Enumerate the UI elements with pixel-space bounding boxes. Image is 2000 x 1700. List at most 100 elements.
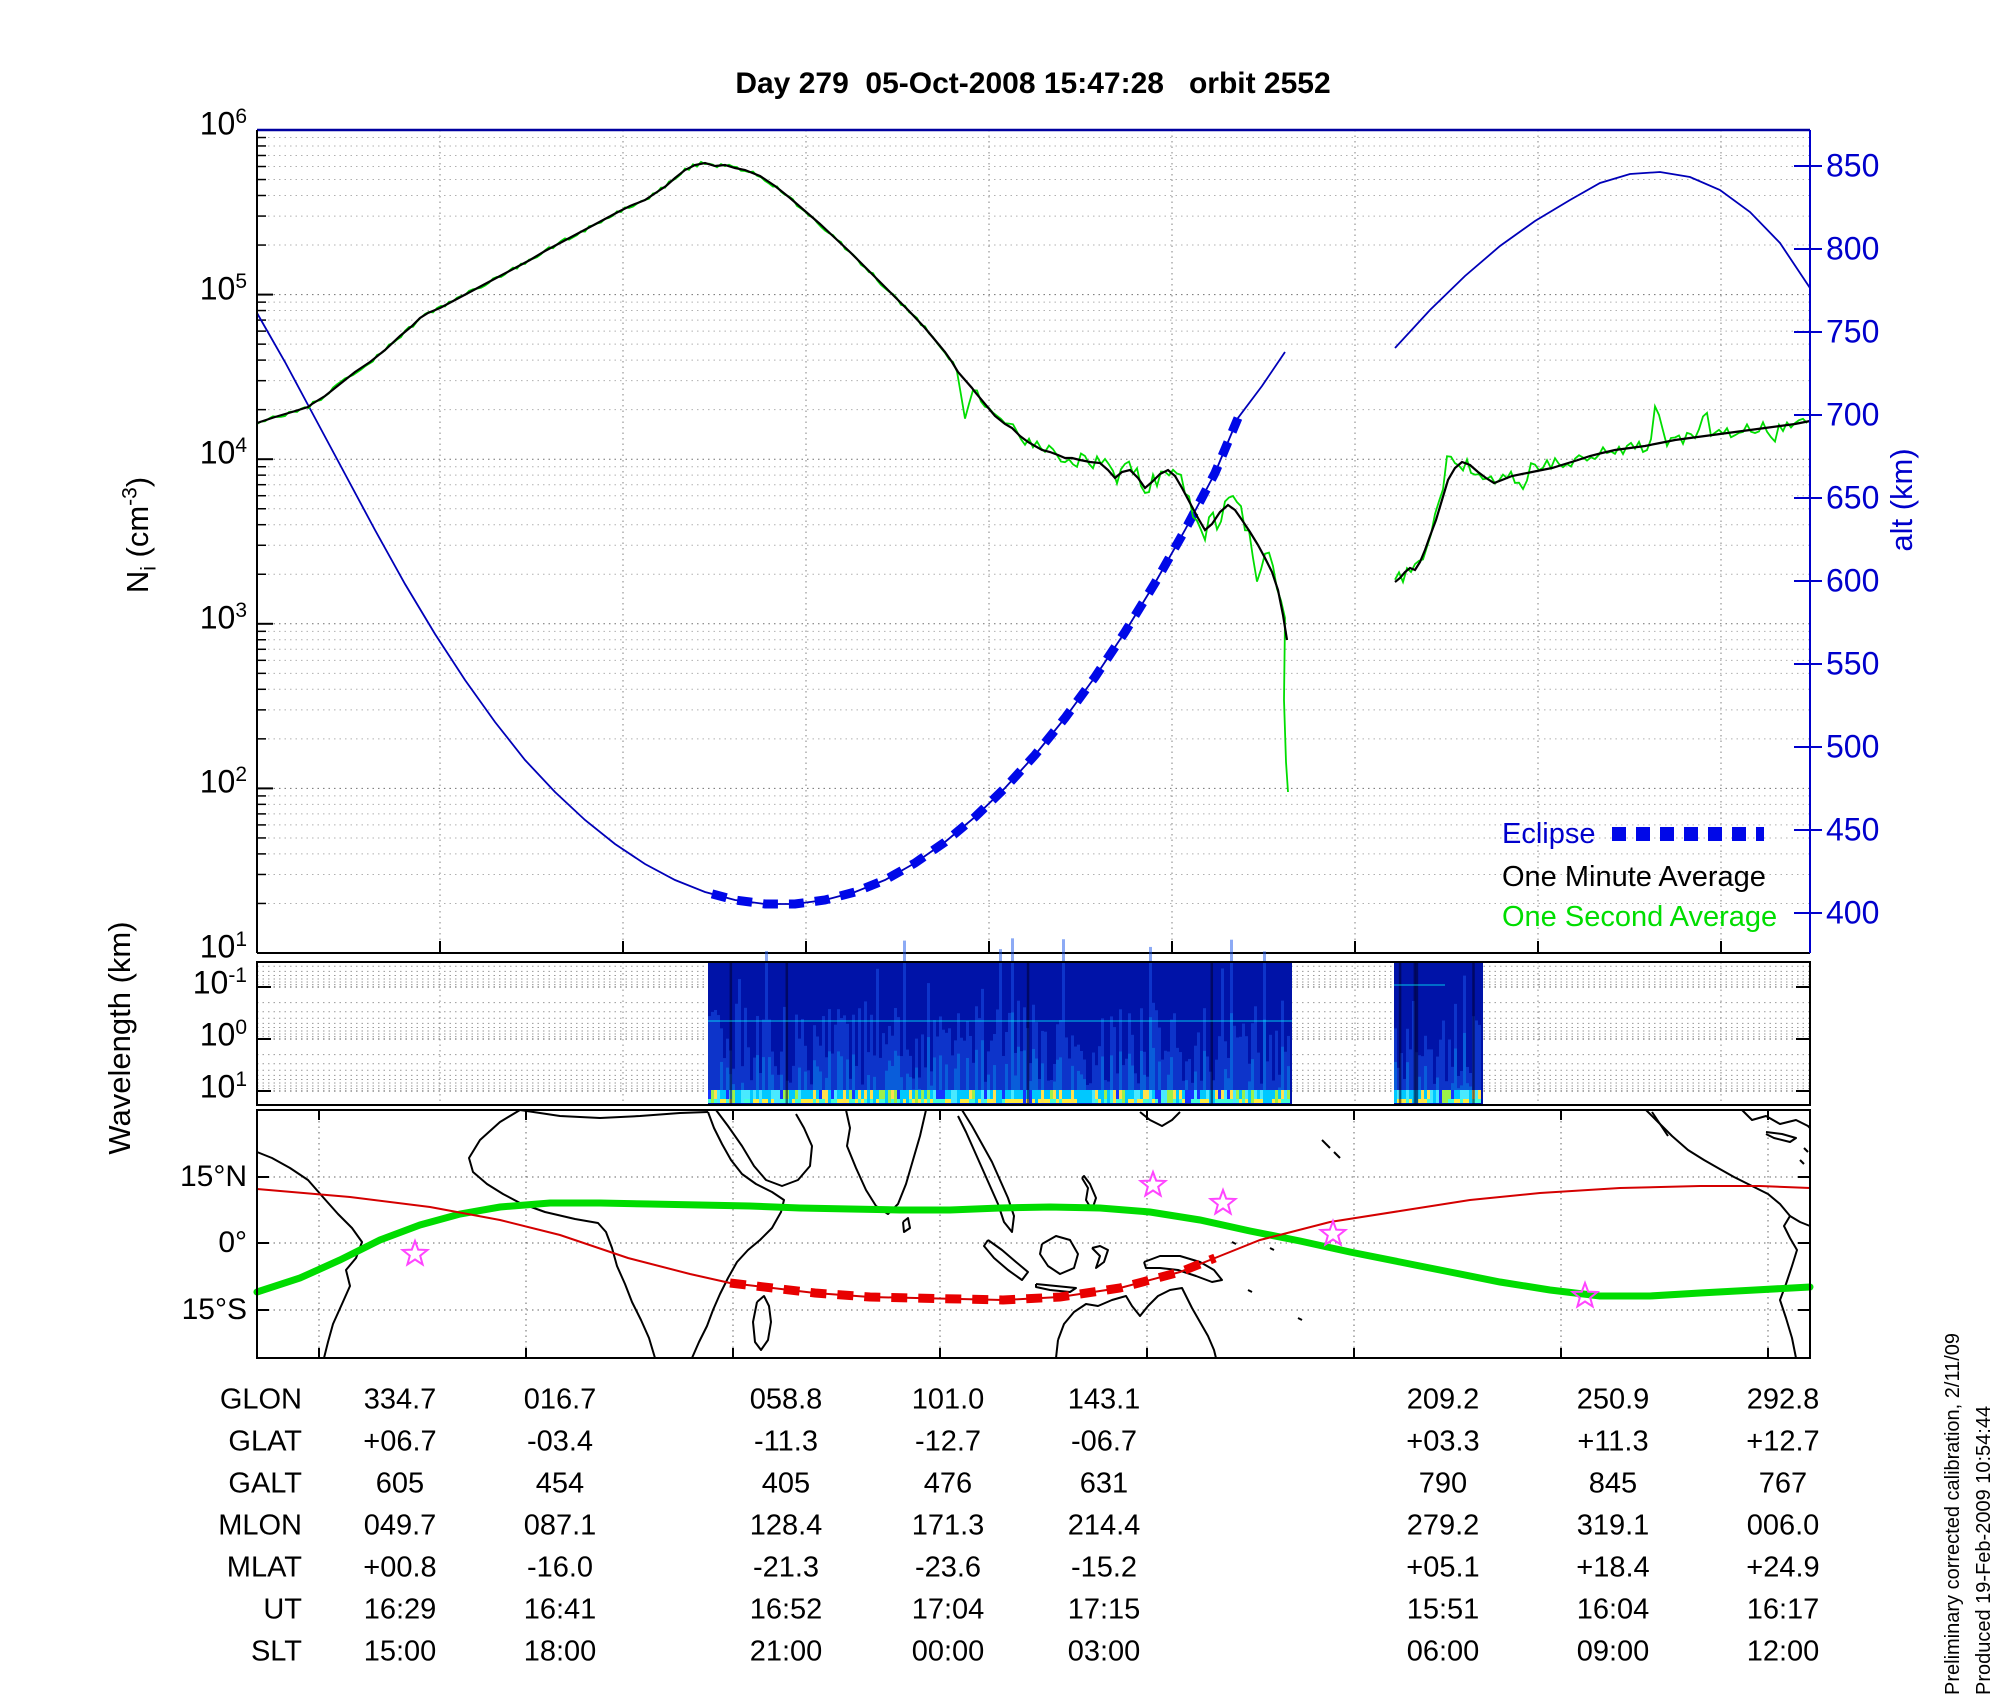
spectrogram-streak-bright bbox=[1071, 1065, 1074, 1103]
spectrogram-bottom-band bbox=[1436, 1090, 1439, 1103]
spectrogram-bottom-band bbox=[1230, 1090, 1233, 1103]
spectrogram-bottom-band bbox=[1023, 1090, 1026, 1103]
spectrogram-bottom-band bbox=[1433, 1090, 1436, 1103]
spectrogram-streak bbox=[711, 1011, 714, 1103]
spectrogram-bottom-band bbox=[1248, 1090, 1251, 1103]
spectrogram-bottom-band bbox=[1047, 1090, 1050, 1103]
spectrogram-streak-bright bbox=[813, 1060, 816, 1103]
spectrogram-bottom-band bbox=[1158, 1090, 1161, 1103]
spectrogram-streak bbox=[1266, 1061, 1269, 1103]
spectrogram-bottom-band bbox=[951, 1090, 954, 1103]
spectrogram-streak bbox=[894, 1007, 897, 1103]
table-cell: +18.4 bbox=[1576, 1551, 1650, 1584]
spectrogram-bottom-band bbox=[1008, 1090, 1011, 1103]
spectrogram-streak bbox=[1448, 1039, 1451, 1103]
spectrogram-bottom-bright bbox=[969, 1099, 972, 1103]
spectrogram-streak bbox=[954, 1040, 957, 1103]
spectrogram-bottom-band bbox=[1466, 1090, 1469, 1103]
coastline bbox=[1139, 1111, 1181, 1127]
altitude-tick-label: 750 bbox=[1826, 313, 1880, 350]
spectrogram-streak-bright bbox=[987, 1074, 990, 1103]
spectrogram-streak-bright bbox=[1143, 1074, 1146, 1103]
spectrogram-bottom-bright bbox=[804, 1099, 807, 1103]
spectrogram-streak bbox=[765, 951, 768, 1103]
table-cell: -21.3 bbox=[752, 1551, 820, 1584]
spectrogram-streak bbox=[1412, 1000, 1415, 1103]
spectrogram-bottom-bright bbox=[753, 1099, 756, 1103]
spectrogram-bottom-band bbox=[846, 1090, 849, 1103]
spectrogram-streak-bright bbox=[993, 1065, 996, 1103]
spectrogram-bottom-band bbox=[954, 1090, 957, 1103]
spectrogram-bottom-band bbox=[1074, 1090, 1077, 1103]
spectrogram-bottom-bright bbox=[1221, 1099, 1224, 1103]
spectrogram-streak-bright bbox=[1418, 1076, 1421, 1103]
figure-title: Day 279 05-Oct-2008 15:47:28 orbit 2552 bbox=[735, 67, 1331, 100]
table-row-label: GLAT bbox=[228, 1425, 302, 1458]
table-cell: 476 bbox=[923, 1467, 973, 1500]
spectrogram-bottom-band bbox=[1098, 1090, 1101, 1103]
spectrogram-bottom-band bbox=[804, 1090, 807, 1103]
spectrogram-streak bbox=[1023, 1007, 1026, 1103]
eclipse-ground-track bbox=[729, 1253, 1217, 1305]
density-tick-label: 106 bbox=[199, 104, 247, 142]
spectrogram-streak bbox=[813, 1025, 816, 1103]
spectrogram-streak-bright bbox=[1158, 1061, 1161, 1103]
spectrogram-streak bbox=[1179, 1052, 1182, 1103]
table-row-label: MLON bbox=[218, 1509, 302, 1542]
altitude-curve-seg1 bbox=[256, 312, 1286, 905]
spectrogram-streak bbox=[1101, 1018, 1104, 1103]
spectrogram-streak bbox=[807, 1070, 810, 1103]
table-cell: 790 bbox=[1418, 1467, 1468, 1500]
spectrogram-bottom-bright bbox=[1008, 1099, 1011, 1103]
coastline bbox=[1269, 1247, 1275, 1251]
spectrogram-streak-bright bbox=[1463, 1032, 1466, 1103]
spectrogram-bottom-band bbox=[1119, 1090, 1122, 1103]
spectrogram-streak bbox=[882, 1033, 885, 1103]
spectrogram-streak bbox=[825, 1057, 828, 1103]
spectrogram-bottom-band bbox=[1035, 1090, 1038, 1103]
spectrogram-streak bbox=[1185, 1061, 1188, 1103]
spectrogram-bottom-bright bbox=[840, 1099, 843, 1103]
spectrogram-streak-bright bbox=[1110, 1055, 1113, 1103]
spectrogram-bottom-bright bbox=[960, 1099, 963, 1103]
spectrogram-streak bbox=[753, 1057, 756, 1103]
spectrogram-bottom-band bbox=[717, 1090, 720, 1103]
spectrogram-streak bbox=[987, 1051, 990, 1103]
altitude-tick-label: 550 bbox=[1826, 645, 1880, 682]
spectrogram-bottom-band bbox=[1275, 1090, 1278, 1103]
spectrogram-streak bbox=[795, 1014, 798, 1103]
spectrogram-streak bbox=[1478, 1024, 1481, 1103]
spectrogram-bottom-band bbox=[1403, 1090, 1406, 1103]
spectrogram-streak bbox=[1035, 1022, 1038, 1103]
spectrogram-streak-bright bbox=[915, 1067, 918, 1103]
spectrogram-bottom-band bbox=[1005, 1090, 1008, 1103]
table-cell: 16:29 bbox=[363, 1593, 437, 1626]
spectrogram-streak-bright bbox=[780, 1074, 783, 1103]
spectrogram-streak-bright bbox=[720, 1061, 723, 1103]
one-minute-curve-seg1 bbox=[256, 161, 1289, 641]
spectrogram-streak bbox=[915, 1038, 918, 1103]
spectrogram-bottom-bright bbox=[1245, 1099, 1248, 1103]
spectrogram-streak-bright bbox=[1287, 1066, 1290, 1103]
spectrogram-bottom-band bbox=[1421, 1090, 1424, 1103]
table-cell: -15.2 bbox=[1070, 1551, 1138, 1584]
spectrogram-streak bbox=[1409, 1049, 1412, 1103]
spectrogram-streak bbox=[771, 1051, 774, 1103]
spectrogram-bottom-band bbox=[1002, 1090, 1005, 1103]
spectrogram-bottom-band bbox=[1014, 1090, 1017, 1103]
spectrogram-bottom-bright bbox=[1104, 1099, 1107, 1103]
spectrogram-bottom-band bbox=[1083, 1090, 1086, 1103]
table-cell: 087.1 bbox=[523, 1509, 597, 1542]
spectrogram-bottom-bright bbox=[1110, 1099, 1113, 1103]
spectrogram-bottom-band bbox=[1068, 1090, 1071, 1103]
density-axis-label-sub: i bbox=[137, 566, 161, 571]
coastline bbox=[1765, 1131, 1797, 1143]
spectrogram-streak bbox=[1475, 1020, 1478, 1103]
spectrogram-streak bbox=[1068, 1058, 1071, 1103]
spectrogram-streak bbox=[1287, 1035, 1290, 1103]
spectrogram-bottom-band bbox=[732, 1090, 735, 1103]
spectrogram-bottom-band bbox=[924, 1090, 927, 1103]
spectrogram-streak bbox=[876, 968, 879, 1103]
spectrogram-bottom-band bbox=[927, 1090, 930, 1103]
